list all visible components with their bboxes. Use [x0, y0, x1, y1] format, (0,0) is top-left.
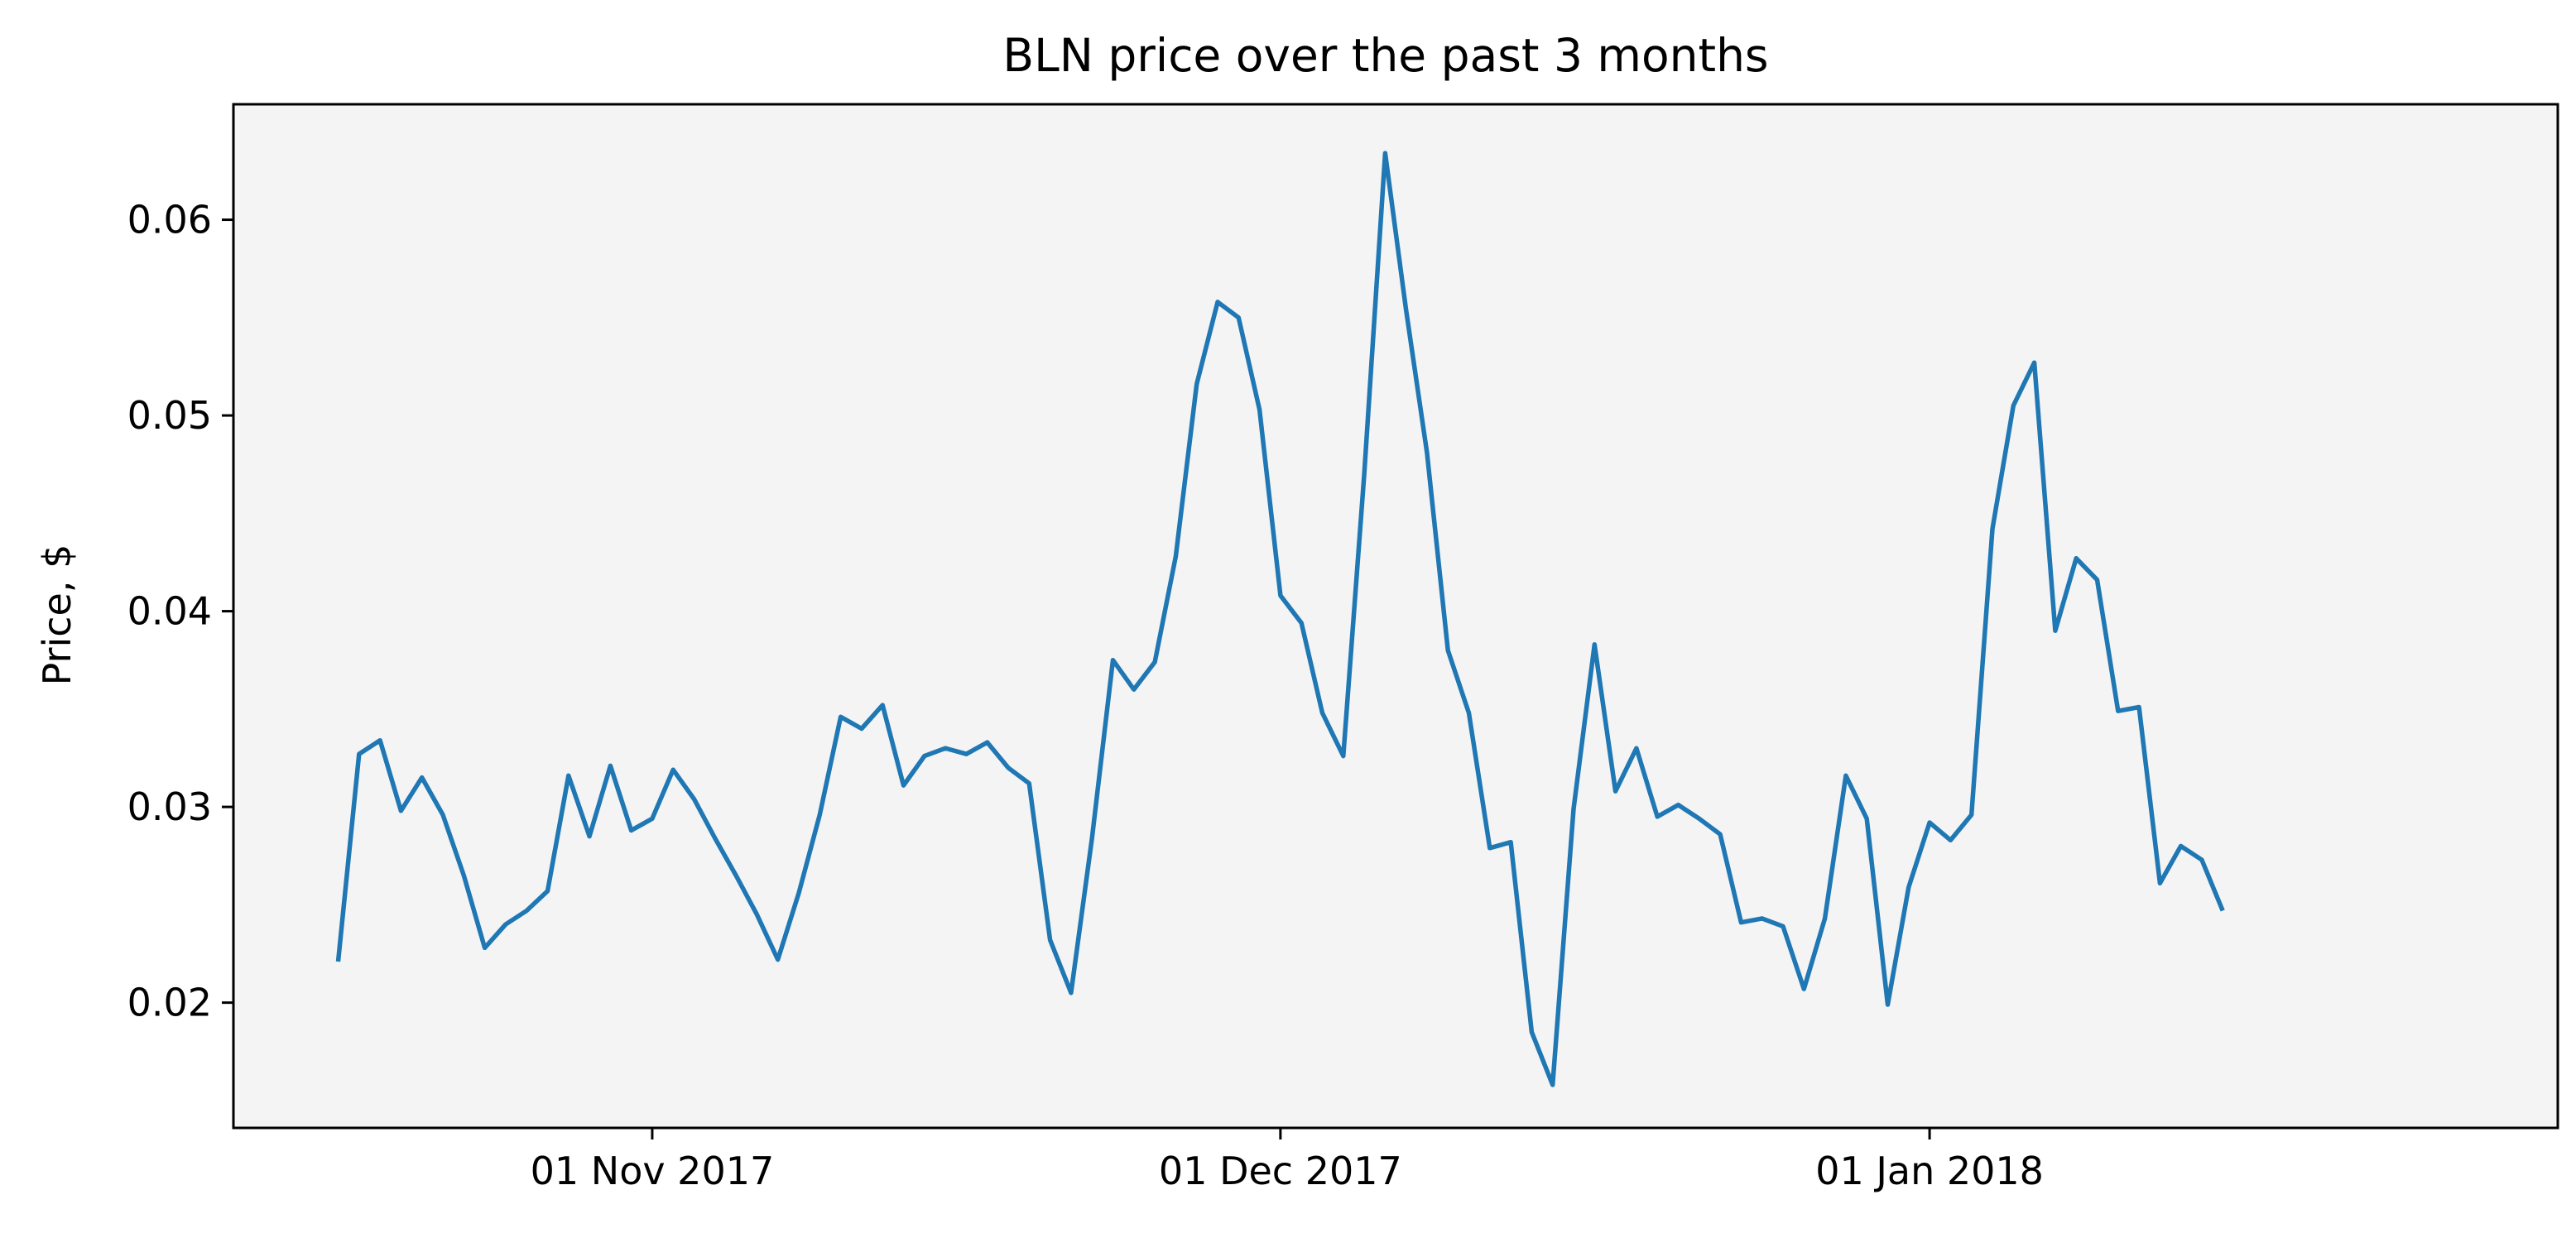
chart-title: BLN price over the past 3 months	[1002, 29, 1768, 82]
y-tick-label: 0.03	[127, 784, 212, 829]
price-series-line	[335, 151, 2225, 1087]
y-tick-label: 0.02	[127, 981, 212, 1025]
x-tick-label: 01 Jan 2018	[1815, 1149, 2044, 1193]
x-tick-label: 01 Nov 2017	[531, 1149, 775, 1193]
y-axis-label: Price, $	[35, 545, 79, 686]
x-tick-label: 01 Dec 2017	[1159, 1149, 1402, 1193]
y-tick-label: 0.05	[127, 393, 212, 438]
y-tick-label: 0.06	[127, 198, 212, 242]
y-axis: 0.02 0.03 0.04 0.05 0.06	[127, 198, 233, 1025]
x-axis: 01 Nov 2017 01 Dec 2017 01 Jan 2018	[531, 1128, 2044, 1193]
plot-area	[233, 104, 2558, 1128]
y-tick-label: 0.04	[127, 589, 212, 634]
plot-frame	[232, 103, 2559, 1130]
